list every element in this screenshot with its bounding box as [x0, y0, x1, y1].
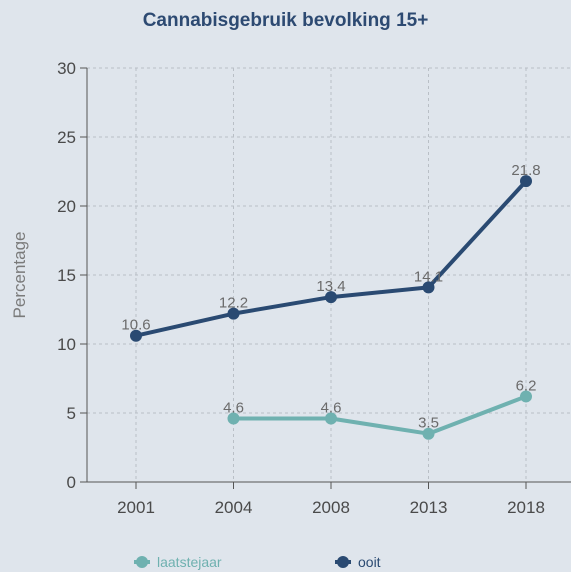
legend-swatch-dot [337, 556, 349, 568]
data-label-ooit: 14.1 [414, 268, 443, 285]
y-tick-label: 10 [57, 335, 76, 354]
x-tick-label: 2001 [117, 498, 155, 517]
chart-title: Cannabisgebruik bevolking 15+ [142, 10, 429, 31]
y-tick-label: 5 [67, 404, 76, 423]
data-point-ooit [227, 307, 240, 320]
data-label-ooit: 12.2 [219, 295, 248, 312]
data-label-laatstejaar: 3.5 [418, 415, 439, 432]
data-point-laatstejaar [227, 412, 240, 425]
data-label-laatstejaar: 4.6 [223, 400, 244, 417]
legend-label-ooit: ooit [358, 554, 381, 570]
data-label-ooit: 13.4 [316, 278, 345, 295]
data-point-ooit [325, 291, 337, 304]
y-tick-label: 15 [57, 266, 76, 285]
data-point-laatstejaar [422, 427, 435, 440]
y-tick-label: 30 [57, 59, 76, 78]
legend-label-laatstejaar: laatstejaar [157, 554, 222, 570]
series-layer [130, 175, 532, 440]
x-tick-label: 2008 [312, 498, 350, 517]
data-point-laatstejaar [325, 412, 337, 425]
data-label-laatstejaar: 6.2 [516, 377, 537, 394]
data-label-laatstejaar: 4.6 [321, 400, 342, 417]
y-axis-title: Percentage [10, 232, 29, 319]
legend-swatch-dot [136, 556, 148, 568]
series-line-ooit [135, 179, 528, 338]
legend: laatstejaar ooit [134, 554, 381, 570]
y-tick-label: 0 [67, 473, 76, 492]
data-point-ooit [520, 175, 532, 188]
data-point-laatstejaar [520, 390, 532, 403]
y-tick-label: 20 [57, 197, 76, 216]
data-labels: 4.6 4.6 3.5 6.2 10.6 12.2 13.4 14.1 21.8 [121, 162, 540, 432]
y-tick-label: 25 [57, 128, 76, 147]
data-label-ooit: 21.8 [511, 162, 540, 179]
series-line-laatstejaar [233, 394, 527, 436]
axes: 0 5 10 15 20 25 30 2001 2004 2008 2013 2018 [57, 59, 571, 517]
data-point-ooit [422, 281, 435, 294]
data-label-ooit: 10.6 [121, 317, 150, 334]
x-tick-label: 2018 [507, 498, 545, 517]
x-tick-label: 2013 [410, 498, 448, 517]
x-tick-label: 2004 [215, 498, 253, 517]
data-point-ooit [130, 329, 142, 342]
